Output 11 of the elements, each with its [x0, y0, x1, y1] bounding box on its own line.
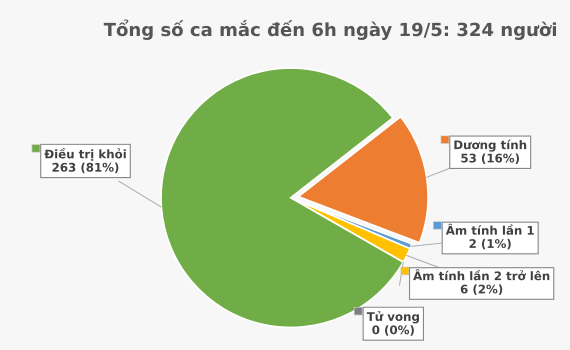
legend-label: Âm tính lần 2 trở lên [413, 269, 550, 280]
data-label: 263 (81%) [52, 162, 118, 174]
legend-label: Tử vong [366, 310, 419, 324]
legend-label: Dương tính [454, 140, 526, 152]
data-label: 6 (2%) [460, 284, 502, 295]
text: 0 (0%) [372, 325, 414, 336]
legend-label: Âm tính lần 1 [446, 224, 534, 235]
chart-title: Tổng số ca mắc đến 6h ngày 19/5: 324 người [104, 20, 556, 40]
data-label: 2 (1%) [470, 238, 511, 250]
data-label: 53 (16%) [461, 153, 519, 164]
legend-label: Điều trị khỏi [44, 148, 126, 161]
